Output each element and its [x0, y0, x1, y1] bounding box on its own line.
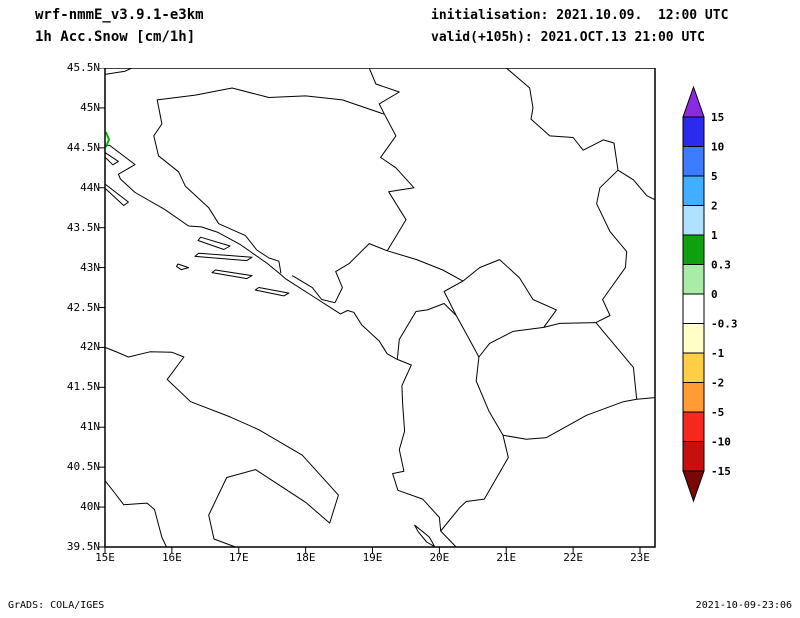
lat-tick-label: 43N	[80, 260, 100, 274]
colorbar-arrow-above-max	[683, 87, 704, 117]
lat-tick-label: 40N	[80, 500, 100, 514]
lon-tick-label: 22E	[563, 551, 584, 564]
border-bulgaria-greece	[637, 398, 655, 400]
valid-time-label: valid(+105h): 2021.OCT.13 21:00 UTC	[431, 30, 705, 45]
lat-tick-label: 45.5N	[66, 61, 100, 74]
colorbar-segment	[682, 264, 705, 295]
colorbar-segment	[682, 352, 705, 383]
lon-tick-label: 18E	[295, 551, 316, 564]
colorbar-tick-label: -2	[711, 377, 724, 390]
border-serbia-bulgaria	[596, 170, 627, 322]
lat-tick-label: 42.5N	[66, 300, 100, 314]
lat-tick-label: 41N	[80, 420, 100, 434]
colorbar-tick-label: 2	[711, 200, 718, 213]
country-borders	[105, 68, 655, 531]
colorbar-tick-label: 1	[711, 229, 718, 242]
colorbar-tick-label: -1	[711, 347, 725, 360]
island-pag	[105, 153, 118, 165]
colorbar-segment	[682, 411, 705, 442]
colorbar-segment	[682, 146, 705, 177]
colorbar-tick-label: 10	[711, 141, 724, 154]
colorbar-segment	[682, 323, 705, 354]
border-macedonia-greece	[503, 399, 637, 439]
colorbar-arrow-below-min	[683, 471, 704, 501]
island-korcula	[212, 270, 252, 279]
initialisation-label: initialisation: 2021.10.09. 12:00 UTC	[431, 8, 729, 23]
colorbar-tick-label: -15	[711, 465, 731, 478]
coastline-italy-adriatic-ionian	[105, 347, 338, 547]
lon-tick-label: 15E	[95, 551, 115, 564]
colorbar-tick-label: 0	[711, 288, 718, 301]
axis-tick-marks	[99, 68, 641, 553]
border-croatia-bosnia-west	[154, 95, 335, 303]
field-title: 1h Acc.Snow [cm/1h]	[35, 29, 196, 45]
border-kosovo-albania	[456, 316, 479, 358]
colorbar-segment	[682, 205, 705, 236]
island-vis	[177, 264, 189, 270]
colorbar-tick-label: -5	[711, 406, 724, 419]
colorbar-segment	[682, 382, 705, 413]
island-hvar	[195, 253, 252, 260]
island-mljet	[255, 288, 289, 296]
lat-tick-label: 45N	[80, 100, 100, 114]
colorbar-segment	[682, 175, 705, 206]
lon-tick-label: 16E	[161, 551, 182, 564]
model-title: wrf-nmmE_v3.9.1-e3km	[35, 7, 204, 23]
border-montenegro-kosovo	[444, 281, 463, 315]
colorbar-segment	[682, 293, 705, 324]
colorbar-tick-label: 15	[711, 111, 724, 124]
lat-tick-label: 43.5N	[66, 220, 100, 234]
coastline-italy-tyrrhenian	[105, 481, 167, 547]
border-montenegro-serbia	[387, 251, 463, 281]
grads-credit: GrADS: COLA/IGES	[8, 600, 105, 611]
lon-tick-label: 23E	[630, 551, 650, 564]
border-croatia-serbia	[369, 68, 399, 114]
colorbar-tick-label: -10	[711, 436, 731, 449]
lat-tick-label: 44.5N	[66, 140, 100, 154]
colorbar-segment	[682, 116, 705, 147]
border-albania-greece	[441, 435, 509, 531]
lat-tick-label: 44N	[80, 180, 100, 194]
coastline-croatia-montenegro-albania-greece	[105, 145, 456, 547]
border-kosovo-macedonia	[479, 327, 544, 357]
coastlines	[105, 145, 456, 547]
lat-tick-label: 41.5N	[66, 380, 100, 394]
lon-tick-label: 21E	[496, 551, 517, 564]
creation-timestamp: 2021-10-09-23:06	[695, 600, 792, 611]
snow-contour-0p3	[106, 132, 109, 147]
border-montenegro-albania	[397, 304, 456, 360]
border-serbia-romania-danube	[506, 68, 655, 200]
border-bosnia-serbia-drina	[381, 114, 414, 251]
lon-tick-label: 19E	[362, 551, 383, 564]
lat-tick-label: 39.5N	[66, 540, 100, 553]
border-kosovo-serbia	[463, 260, 557, 328]
lon-tick-label: 20E	[429, 551, 450, 564]
lat-tick-label: 40.5N	[66, 460, 100, 474]
border-serbia-macedonia	[544, 323, 596, 328]
island-dugi-otok	[105, 184, 128, 206]
border-bosnia-croatia-sava	[195, 88, 384, 114]
map-canvas	[99, 68, 657, 553]
colorbar: 15 10 5 2 1 0.3 0 -0.3 -1 -2 -5 -10 -15	[680, 84, 738, 514]
colorbar-tick-label: -0.3	[711, 318, 738, 331]
lat-tick-label: 42N	[80, 340, 100, 354]
border-albania-macedonia	[476, 357, 503, 435]
lon-tick-label: 17E	[228, 551, 249, 564]
border-macedonia-bulgaria	[596, 323, 637, 400]
colorbar-segment	[682, 441, 705, 472]
colorbar-tick-label: 5	[711, 170, 718, 183]
island-brac	[198, 237, 230, 249]
island-corfu	[415, 525, 435, 547]
border-slovenia-croatia	[105, 68, 132, 74]
border-bosnia-montenegro	[335, 244, 387, 303]
map-frame	[105, 68, 655, 547]
colorbar-segment	[682, 234, 705, 265]
colorbar-tick-label: 0.3	[711, 259, 731, 272]
